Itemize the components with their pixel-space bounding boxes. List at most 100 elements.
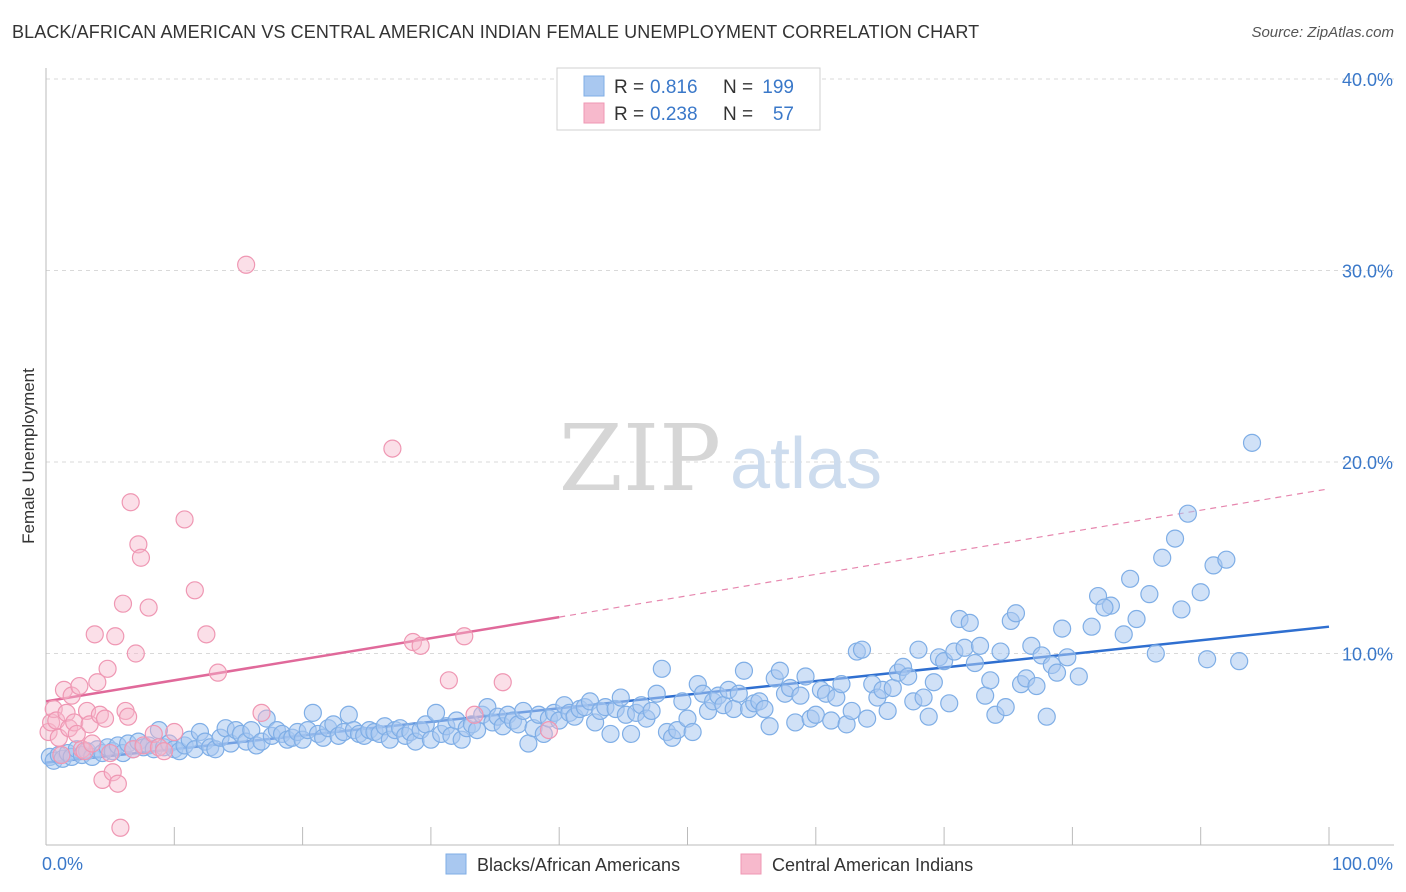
point-central-american-indians <box>121 493 140 512</box>
series-legend-label: Blacks/African Americans <box>477 855 680 875</box>
legend-r-value: 0.238 <box>650 104 698 125</box>
point-blacks-african-americans <box>976 686 995 705</box>
point-central-american-indians <box>539 720 559 740</box>
y-axis-label: Female Unemployment <box>19 368 38 544</box>
point-central-american-indians <box>101 743 120 763</box>
point-central-american-indians <box>70 676 89 696</box>
point-central-american-indians <box>111 818 130 837</box>
point-blacks-african-americans <box>724 699 743 719</box>
point-blacks-african-americans <box>899 667 918 686</box>
point-central-american-indians <box>95 709 115 728</box>
legend-n-label: N = <box>723 77 753 98</box>
legend-n-value: 199 <box>762 77 794 98</box>
point-blacks-african-americans <box>1047 663 1067 682</box>
point-blacks-african-americans <box>852 640 872 659</box>
point-central-american-indians <box>439 671 458 690</box>
point-central-american-indians <box>411 636 430 655</box>
point-blacks-african-americans <box>909 640 928 659</box>
series-legend: Blacks/African Americans Central America… <box>445 853 973 875</box>
point-central-american-indians <box>103 763 122 782</box>
legend-r-label: R = <box>614 104 644 125</box>
watermark: ZIP atlas <box>559 405 882 512</box>
point-central-american-indians <box>185 581 204 600</box>
point-blacks-african-americans <box>786 713 805 732</box>
point-blacks-african-americans <box>858 709 877 728</box>
series-legend-label: Central American Indians <box>772 855 973 875</box>
point-central-american-indians <box>175 510 194 529</box>
point-central-american-indians <box>237 255 256 274</box>
point-blacks-african-americans <box>1127 609 1146 629</box>
point-blacks-african-americans <box>914 688 933 707</box>
point-blacks-african-americans <box>729 684 748 703</box>
point-blacks-african-americans <box>991 642 1010 661</box>
point-blacks-african-americans <box>647 684 666 703</box>
point-central-american-indians <box>139 598 158 617</box>
point-blacks-african-americans <box>1198 650 1217 669</box>
tick-labels: 10.0% 20.0% 30.0% 40.0% 0.0% 100.0% <box>42 70 1393 874</box>
point-blacks-african-americans <box>1172 600 1191 619</box>
point-central-american-indians <box>208 663 228 682</box>
point-blacks-african-americans <box>1053 619 1072 638</box>
data-points <box>39 255 1262 837</box>
point-central-american-indians <box>252 703 271 722</box>
legend-r-label: R = <box>614 77 644 98</box>
point-central-american-indians <box>134 736 153 755</box>
point-blacks-african-americans <box>1165 529 1185 548</box>
point-central-american-indians <box>52 745 71 765</box>
point-central-american-indians <box>57 703 76 722</box>
point-blacks-african-americans <box>770 661 789 680</box>
point-central-american-indians <box>144 724 163 744</box>
point-blacks-african-americans <box>832 675 851 694</box>
point-blacks-african-americans <box>1191 583 1210 602</box>
legend-swatch-pink <box>583 102 605 124</box>
legend-r-value: 0.816 <box>650 77 698 98</box>
point-blacks-african-americans <box>970 636 990 655</box>
point-blacks-african-americans <box>1146 644 1165 663</box>
point-central-american-indians <box>119 707 138 726</box>
point-blacks-african-americans <box>955 638 974 657</box>
legend-n-value: 57 <box>773 104 794 125</box>
point-central-american-indians <box>129 535 148 554</box>
point-blacks-african-americans <box>1217 550 1236 569</box>
point-blacks-african-americans <box>796 667 815 686</box>
y-tick-label: 10.0% <box>1342 645 1393 665</box>
y-tick-label: 40.0% <box>1342 70 1393 90</box>
grid-lines <box>46 78 1394 654</box>
y-tick-label: 30.0% <box>1342 262 1393 282</box>
point-blacks-african-americans <box>601 724 620 744</box>
point-blacks-african-americans <box>1242 433 1262 452</box>
point-central-american-indians <box>165 722 184 742</box>
point-central-american-indians <box>83 734 102 753</box>
point-central-american-indians <box>62 686 81 705</box>
point-blacks-african-americans <box>883 678 902 698</box>
point-blacks-african-americans <box>611 688 630 707</box>
point-central-american-indians <box>465 705 484 724</box>
point-blacks-african-americans <box>1230 652 1249 671</box>
chart-title: BLACK/AFRICAN AMERICAN VS CENTRAL AMERIC… <box>12 22 980 42</box>
point-central-american-indians <box>154 742 174 761</box>
point-central-american-indians <box>126 644 145 663</box>
series-legend-swatch-pink <box>740 853 762 875</box>
point-central-american-indians <box>93 770 112 789</box>
series-legend-swatch-blue <box>445 853 467 875</box>
point-blacks-african-americans <box>1082 617 1101 636</box>
point-central-american-indians <box>85 625 104 644</box>
point-blacks-african-americans <box>1006 604 1026 623</box>
watermark-zip: ZIP <box>559 405 721 512</box>
point-blacks-african-americans <box>257 709 276 728</box>
point-central-american-indians <box>131 548 151 567</box>
point-blacks-african-americans <box>1178 504 1197 523</box>
source-label: Source: ZipAtlas.com <box>1251 24 1394 41</box>
watermark-atlas: atlas <box>730 424 882 504</box>
point-blacks-african-americans <box>642 701 661 721</box>
point-blacks-african-americans <box>652 659 671 678</box>
point-blacks-african-americans <box>1069 667 1088 686</box>
point-central-american-indians <box>108 774 127 793</box>
trend-line-pink <box>45 615 560 703</box>
point-blacks-african-americans <box>878 701 897 721</box>
point-blacks-african-americans <box>755 699 774 719</box>
point-blacks-african-americans <box>303 703 322 722</box>
point-central-american-indians <box>106 627 125 646</box>
point-blacks-african-americans <box>960 613 979 632</box>
